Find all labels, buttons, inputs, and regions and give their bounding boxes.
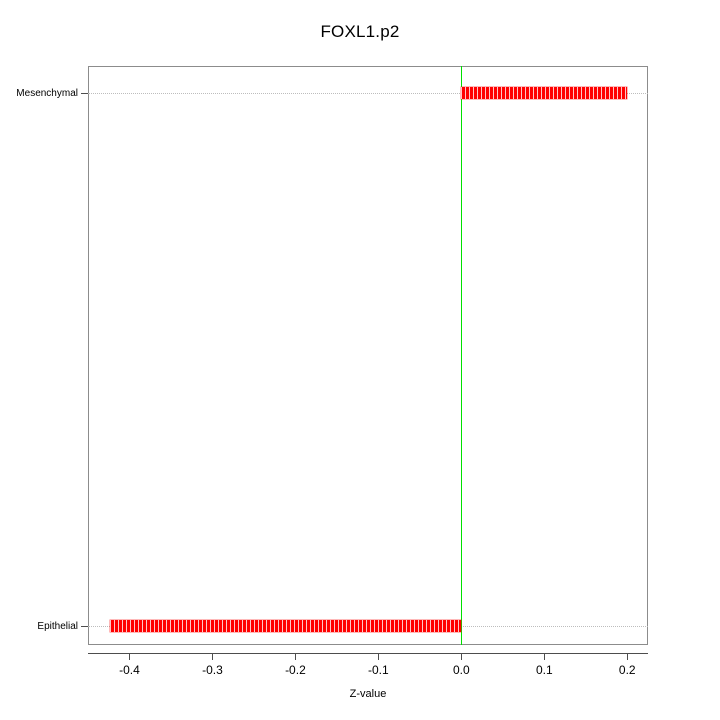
x-axis-tick-4 [461,653,463,660]
y-axis-label-mesenchymal: Mesenchymal [16,88,78,99]
x-axis-tick-label-4: 0.0 [452,663,470,677]
plot-frame [88,66,648,645]
x-axis-tick-label-6: 0.2 [618,663,636,677]
x-axis-tick-label-3: -0.1 [368,663,389,677]
x-axis-tick-0 [129,653,131,660]
plot-area [88,66,648,645]
chart-title: FOXL1.p2 [320,22,400,41]
x-axis-tick-label-2: -0.2 [285,663,306,677]
x-axis-tick-1 [212,653,214,660]
gridline-mesenchymal [88,93,648,94]
x-axis-line [88,653,648,654]
x-axis-tick-2 [295,653,297,660]
bar-epithelial[interactable] [110,620,462,632]
x-axis-tick-5 [544,653,546,660]
x-axis-tick-6 [627,653,629,660]
x-axis-tick-label-5: 0.1 [535,663,553,677]
y-axis-tick-mesenchymal [81,93,88,94]
y-axis-tick-epithelial [81,626,88,627]
x-axis-tick-3 [378,653,380,660]
zero-reference-line [461,66,463,645]
x-axis-tick-label-1: -0.3 [202,663,223,677]
x-axis-tick-label-0: -0.4 [119,663,140,677]
bar-mesenchymal[interactable] [461,87,628,99]
x-axis-title: Z-value [349,688,387,700]
y-axis-label-epithelial: Epithelial [37,621,78,632]
